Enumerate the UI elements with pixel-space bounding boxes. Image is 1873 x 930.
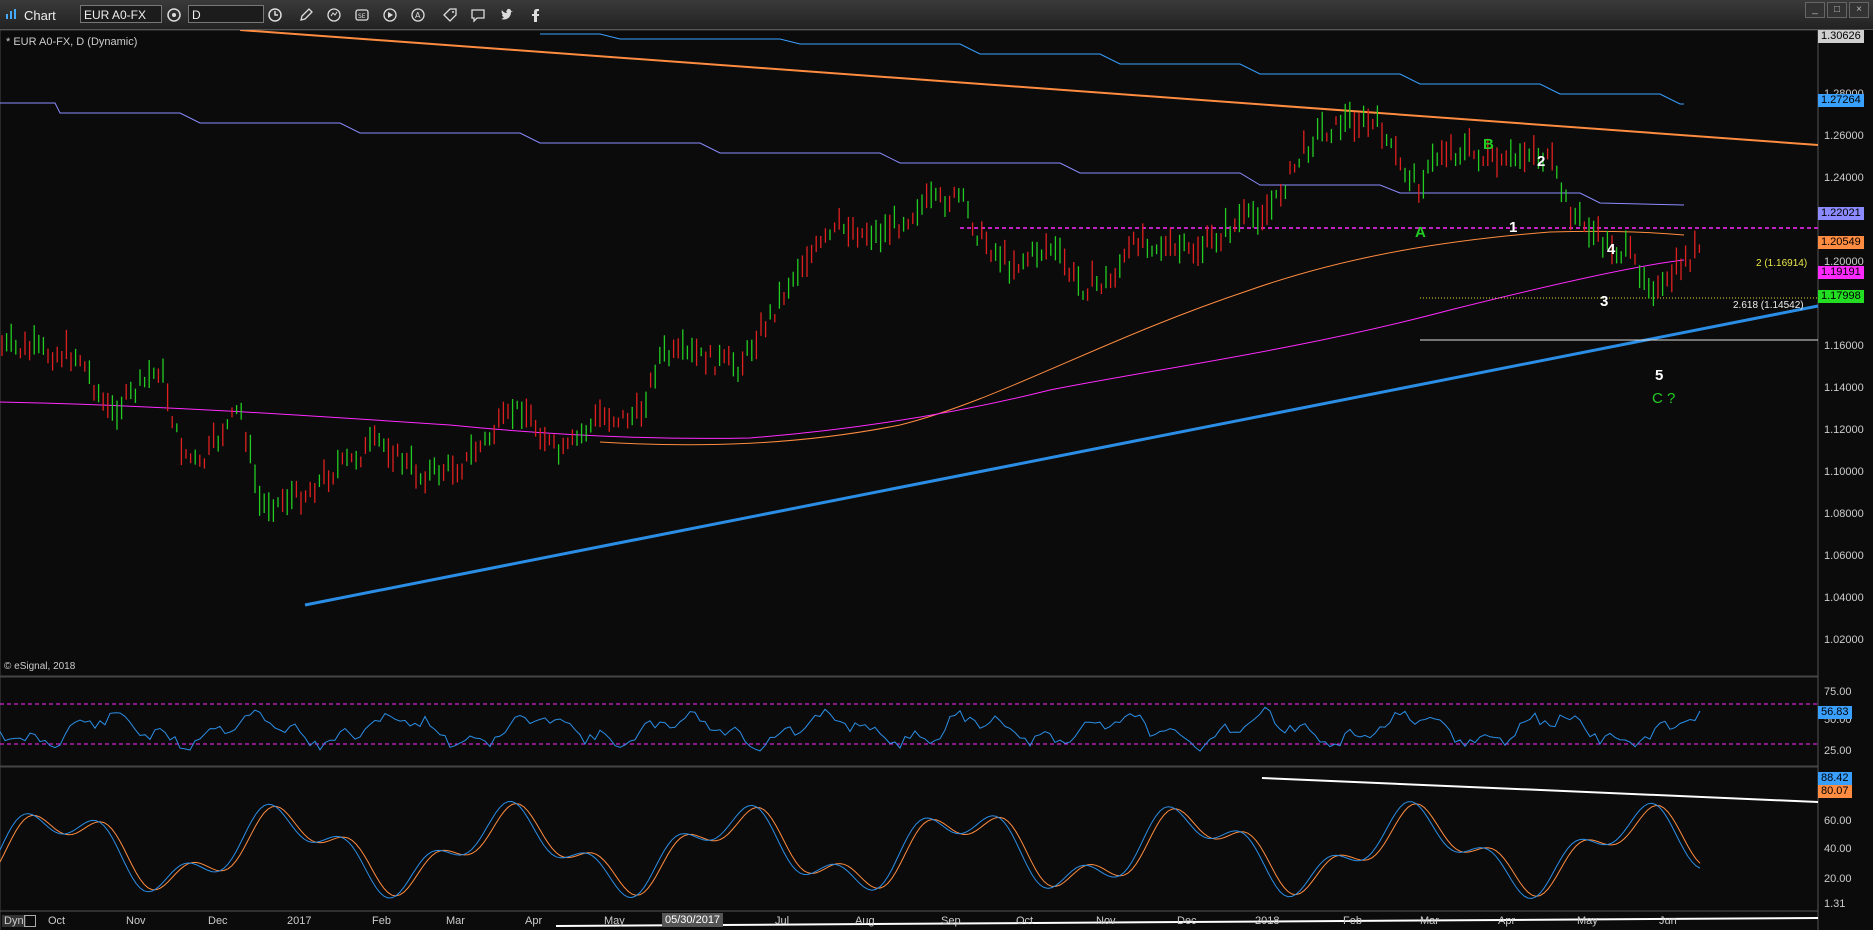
svg-text:A: A bbox=[415, 11, 421, 20]
interval-menu-icon[interactable] bbox=[265, 5, 285, 25]
time-axis-label: Mar bbox=[1420, 915, 1439, 927]
time-axis-label: Feb bbox=[1343, 915, 1362, 927]
price-tag: 1.30626 bbox=[1818, 30, 1864, 43]
time-axis-label: Oct bbox=[1016, 915, 1034, 927]
restore-button[interactable]: □ bbox=[1827, 2, 1847, 18]
chart-app-icon bbox=[6, 9, 16, 19]
time-axis-label: 2018 bbox=[1255, 915, 1280, 927]
alert-icon[interactable]: A bbox=[408, 5, 428, 25]
comment-icon[interactable] bbox=[468, 5, 488, 25]
wave-4-label: 4 bbox=[1607, 241, 1616, 258]
price-tag: 1.27264 bbox=[1818, 94, 1864, 107]
refresh-icon[interactable] bbox=[324, 5, 344, 25]
time-axis-label: May bbox=[604, 915, 625, 927]
copyright-label: © eSignal, 2018 bbox=[4, 661, 76, 672]
rsi-level-75: 75.00 bbox=[1824, 686, 1852, 698]
seasonality-icon[interactable]: SE bbox=[352, 5, 372, 25]
window-controls: _ □ × bbox=[1805, 2, 1869, 18]
time-axis-label: Aug bbox=[855, 915, 875, 927]
price-axis-label: 1.06000 bbox=[1824, 550, 1864, 562]
wave-a-label: A bbox=[1415, 224, 1426, 241]
pencil-icon[interactable] bbox=[296, 5, 316, 25]
price-chart[interactable] bbox=[0, 30, 1873, 930]
price-candles bbox=[1, 101, 1701, 522]
orange-moving-average bbox=[599, 230, 1685, 446]
time-axis-label: Jun bbox=[1659, 915, 1677, 927]
close-button[interactable]: × bbox=[1849, 2, 1869, 18]
fib-200-label: 2 (1.16914) bbox=[1756, 258, 1808, 269]
wave-5-label: 5 bbox=[1655, 367, 1664, 384]
time-axis-label: Oct bbox=[48, 915, 66, 927]
price-tag: 1.22021 bbox=[1818, 207, 1864, 220]
wave-b-label: B bbox=[1483, 136, 1494, 153]
orange-trendline bbox=[239, 30, 1819, 146]
interval-input[interactable]: D bbox=[188, 5, 264, 23]
stoch-level-20: 20.00 bbox=[1824, 873, 1852, 885]
rsi-line bbox=[0, 706, 1701, 752]
price-axis-label: 1.12000 bbox=[1824, 424, 1864, 436]
price-axis-label: 1.14000 bbox=[1824, 382, 1864, 394]
time-axis-label: Jul bbox=[775, 915, 790, 927]
blue-trendline bbox=[304, 304, 1819, 607]
tag-icon[interactable] bbox=[440, 5, 460, 25]
svg-text:SE: SE bbox=[358, 13, 366, 20]
wave-c-label: C ? bbox=[1652, 390, 1676, 407]
time-axis-label: Mar bbox=[446, 915, 465, 927]
rsi-value-tag: 56.83 bbox=[1818, 706, 1852, 719]
play-icon[interactable] bbox=[380, 5, 400, 25]
price-axis-label: 1.24000 bbox=[1824, 172, 1864, 184]
dynamic-toggle[interactable]: Dyn bbox=[2, 915, 26, 927]
date-cursor-label: 05/30/2017 bbox=[662, 913, 724, 927]
fib-2618-label: 2.618 (1.14542) bbox=[1733, 300, 1804, 311]
price-axis-label: 1.10000 bbox=[1824, 466, 1864, 478]
stoch-lower-trendline bbox=[555, 917, 1819, 927]
lower-channel-line bbox=[0, 102, 1685, 206]
time-axis-label: May bbox=[1577, 915, 1598, 927]
price-axis-label: 1.20000 bbox=[1824, 256, 1864, 268]
stoch-level-40: 40.00 bbox=[1824, 843, 1852, 855]
time-axis-label: Nov bbox=[126, 915, 146, 927]
price-axis-label: 1.08000 bbox=[1824, 508, 1864, 520]
stoch-bottom-label: 1.31 bbox=[1824, 898, 1846, 910]
stochastic-k-line bbox=[0, 800, 1701, 899]
price-axis-label: 1.02000 bbox=[1824, 634, 1864, 646]
time-axis-label: Sep bbox=[941, 915, 961, 927]
scroll-handle[interactable] bbox=[24, 915, 36, 927]
time-axis-label: Dec bbox=[208, 915, 228, 927]
price-axis-label: 1.16000 bbox=[1824, 340, 1864, 352]
price-axis-label: 1.26000 bbox=[1824, 130, 1864, 142]
chart-toolbar: Chart EUR A0-FX D SE A _ □ × bbox=[0, 0, 1873, 30]
time-axis-label: Dec bbox=[1177, 915, 1197, 927]
facebook-icon[interactable] bbox=[526, 5, 546, 25]
time-axis-label: Feb bbox=[372, 915, 391, 927]
time-axis-label: Apr bbox=[1498, 915, 1516, 927]
link-icon[interactable] bbox=[164, 5, 184, 25]
price-tag: 1.17998 bbox=[1818, 290, 1864, 303]
time-axis-label: 2017 bbox=[287, 915, 312, 927]
twitter-icon[interactable] bbox=[497, 5, 517, 25]
time-axis-label: Apr bbox=[525, 915, 543, 927]
price-axis-label: 1.04000 bbox=[1824, 592, 1864, 604]
chart-header: * EUR A0-FX, D (Dynamic) bbox=[6, 36, 138, 48]
upper-channel-line bbox=[540, 33, 1684, 105]
symbol-input[interactable]: EUR A0-FX bbox=[80, 5, 162, 23]
stoch-d-tag: 80.07 bbox=[1818, 785, 1852, 798]
rsi-level-25: 25.00 bbox=[1824, 745, 1852, 757]
time-axis-label: Nov bbox=[1096, 915, 1116, 927]
wave-3-label: 3 bbox=[1600, 293, 1609, 310]
minimize-button[interactable]: _ bbox=[1805, 2, 1825, 18]
price-tag: 1.19191 bbox=[1818, 266, 1864, 279]
wave-2-label: 2 bbox=[1537, 153, 1546, 170]
price-tag: 1.20549 bbox=[1818, 236, 1864, 249]
stoch-level-60: 60.00 bbox=[1824, 815, 1852, 827]
stoch-upper-trendline bbox=[1261, 777, 1819, 803]
magenta-moving-average bbox=[0, 259, 1685, 439]
stoch-k-tag: 88.42 bbox=[1818, 772, 1852, 785]
wave-1-label: 1 bbox=[1509, 219, 1518, 236]
window-title: Chart bbox=[24, 8, 56, 23]
